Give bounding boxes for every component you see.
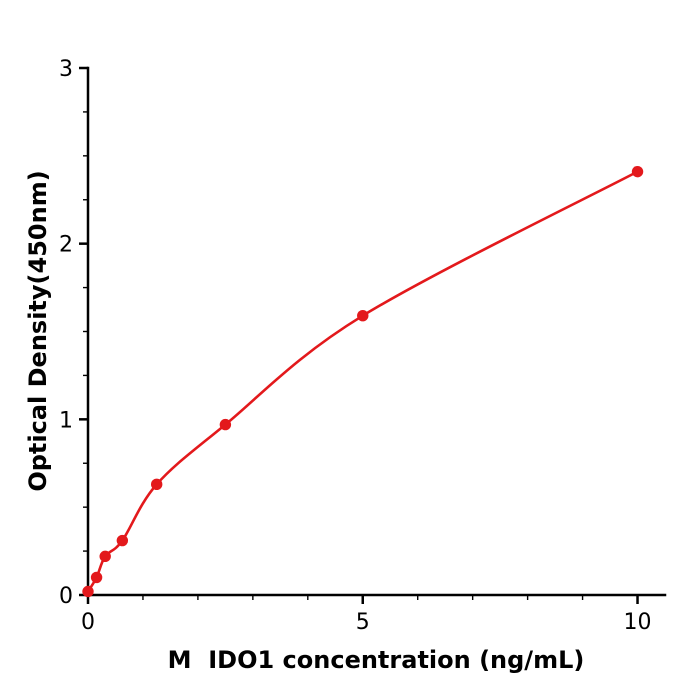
data-point bbox=[99, 550, 111, 563]
x-axis-label: M IDO1 concentration (ng/mL) bbox=[168, 646, 585, 674]
y-tick-label: 1 bbox=[59, 408, 73, 433]
y-tick-label: 3 bbox=[59, 57, 73, 82]
x-tick-label: 10 bbox=[624, 610, 652, 635]
x-tick-label: 5 bbox=[356, 610, 370, 635]
fit-curve bbox=[86, 170, 639, 593]
y-axis-label: Optical Density(450nm) bbox=[24, 170, 52, 491]
y-tick-label: 0 bbox=[59, 584, 73, 609]
data-point bbox=[631, 165, 644, 178]
data-series bbox=[82, 165, 644, 598]
x-tick-label: 0 bbox=[81, 610, 95, 635]
y-tick-label: 2 bbox=[59, 233, 73, 258]
data-point bbox=[357, 309, 369, 322]
axis-spines bbox=[86, 66, 667, 597]
data-point bbox=[90, 571, 103, 584]
axes: 0 5 10 0 1 2 3 bbox=[59, 57, 667, 635]
data-point bbox=[82, 585, 94, 598]
data-point bbox=[219, 418, 232, 431]
data-point bbox=[150, 478, 163, 491]
data-point bbox=[116, 534, 129, 547]
